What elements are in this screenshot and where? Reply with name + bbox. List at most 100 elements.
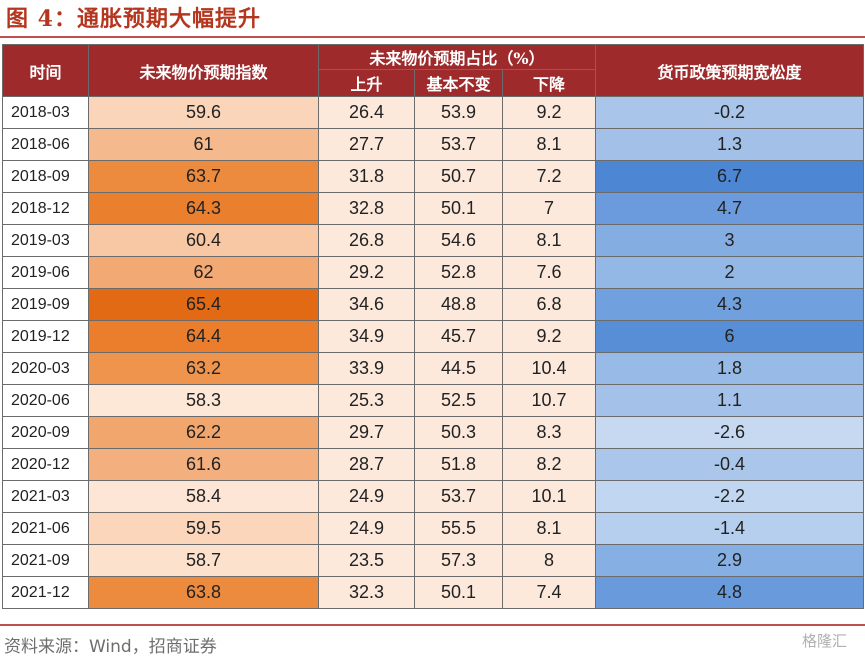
cell-index: 63.8 [88,576,319,609]
header-down: 下降 [501,69,597,97]
table-row: 2021-06 59.5 24.9 55.5 8.1 -1.4 [2,512,865,545]
cell-index: 63.2 [88,352,319,385]
cell-index: 63.7 [88,160,319,193]
cell-index: 60.4 [88,224,319,257]
cell-same: 54.6 [414,224,503,257]
cell-same: 50.7 [414,160,503,193]
cell-date: 2021-09 [2,544,89,577]
source-divider [0,624,865,626]
table-body: 2018-03 59.6 26.4 53.9 9.2 -0.2 2018-06 61 27.7 5… [2,96,865,609]
cell-date: 2019-09 [2,288,89,321]
table-row: 2021-09 58.7 23.5 57.3 8 2.9 [2,544,865,577]
cell-date: 2019-12 [2,320,89,353]
cell-up: 26.8 [318,224,415,257]
cell-same: 55.5 [414,512,503,545]
table-row: 2018-06 61 27.7 53.7 8.1 1.3 [2,128,865,161]
table-row: 2018-09 63.7 31.8 50.7 7.2 6.7 [2,160,865,193]
cell-index: 65.4 [88,288,319,321]
cell-down: 9.2 [501,96,597,129]
cell-policy: 3 [595,224,865,257]
cell-same: 50.1 [414,576,503,609]
cell-index: 58.7 [88,544,319,577]
cell-down: 8.2 [501,448,597,481]
cell-policy: 1.1 [595,384,865,417]
table-row: 2019-06 62 29.2 52.8 7.6 2 [2,256,865,289]
cell-policy: 2.9 [595,544,865,577]
cell-same: 48.8 [414,288,503,321]
cell-index: 59.6 [88,96,319,129]
cell-index: 58.3 [88,384,319,417]
cell-down: 7.6 [501,256,597,289]
title-divider [0,36,865,38]
cell-policy: -0.2 [595,96,865,129]
cell-down: 10.7 [501,384,597,417]
cell-date: 2018-03 [2,96,89,129]
cell-up: 28.7 [318,448,415,481]
header-up: 上升 [318,69,415,97]
cell-up: 24.9 [318,480,415,513]
cell-up: 34.9 [318,320,415,353]
cell-down: 7.2 [501,160,597,193]
cell-down: 10.1 [501,480,597,513]
cell-policy: -2.2 [595,480,865,513]
cell-policy: 4.3 [595,288,865,321]
cell-down: 8.1 [501,512,597,545]
cell-index: 58.4 [88,480,319,513]
cell-down: 6.8 [501,288,597,321]
cell-policy: 2 [595,256,865,289]
cell-same: 51.8 [414,448,503,481]
cell-index: 64.4 [88,320,319,353]
figure-title: 图 4：通胀预期大幅提升 [6,6,261,32]
cell-same: 53.7 [414,128,503,161]
cell-index: 64.3 [88,192,319,225]
cell-up: 32.8 [318,192,415,225]
cell-date: 2018-09 [2,160,89,193]
table-row: 2020-12 61.6 28.7 51.8 8.2 -0.4 [2,448,865,481]
cell-same: 50.3 [414,416,503,449]
cell-up: 24.9 [318,512,415,545]
table-row: 2018-03 59.6 26.4 53.9 9.2 -0.2 [2,96,865,129]
cell-policy: -0.4 [595,448,865,481]
watermark-logo: 格隆汇 [801,632,847,650]
cell-policy: 6 [595,320,865,353]
source-note: 资料来源：Wind，招商证券 [4,637,217,657]
cell-down: 8.1 [501,128,597,161]
table-row: 2020-06 58.3 25.3 52.5 10.7 1.1 [2,384,865,417]
table-row: 2021-03 58.4 24.9 53.7 10.1 -2.2 [2,480,865,513]
cell-same: 45.7 [414,320,503,353]
cell-date: 2020-09 [2,416,89,449]
cell-down: 8.1 [501,224,597,257]
cell-policy: 1.3 [595,128,865,161]
cell-date: 2018-12 [2,192,89,225]
cell-index: 61.6 [88,448,319,481]
cell-up: 27.7 [318,128,415,161]
cell-policy: 1.8 [595,352,865,385]
cell-date: 2019-03 [2,224,89,257]
cell-same: 52.5 [414,384,503,417]
cell-down: 7 [501,192,597,225]
table-row: 2020-09 62.2 29.7 50.3 8.3 -2.6 [2,416,865,449]
cell-down: 8 [501,544,597,577]
cell-policy: 4.8 [595,576,865,609]
cell-date: 2018-06 [2,128,89,161]
cell-same: 52.8 [414,256,503,289]
header-index: 未来物价预期指数 [88,44,319,97]
cell-down: 9.2 [501,320,597,353]
cell-policy: 4.7 [595,192,865,225]
cell-policy: -2.6 [595,416,865,449]
cell-down: 8.3 [501,416,597,449]
cell-date: 2020-12 [2,448,89,481]
cell-up: 34.6 [318,288,415,321]
cell-up: 25.3 [318,384,415,417]
cell-index: 61 [88,128,319,161]
inflation-expectation-table: 时间 未来物价预期指数 未来物价预期占比（%） 货币政策预期宽松度 上升 基本不… [2,44,865,609]
cell-same: 53.7 [414,480,503,513]
table-row: 2021-12 63.8 32.3 50.1 7.4 4.8 [2,576,865,609]
cell-policy: -1.4 [595,512,865,545]
cell-up: 32.3 [318,576,415,609]
cell-up: 26.4 [318,96,415,129]
cell-same: 44.5 [414,352,503,385]
cell-date: 2021-12 [2,576,89,609]
header-share-group: 未来物价预期占比（%） [317,44,597,70]
cell-date: 2021-03 [2,480,89,513]
